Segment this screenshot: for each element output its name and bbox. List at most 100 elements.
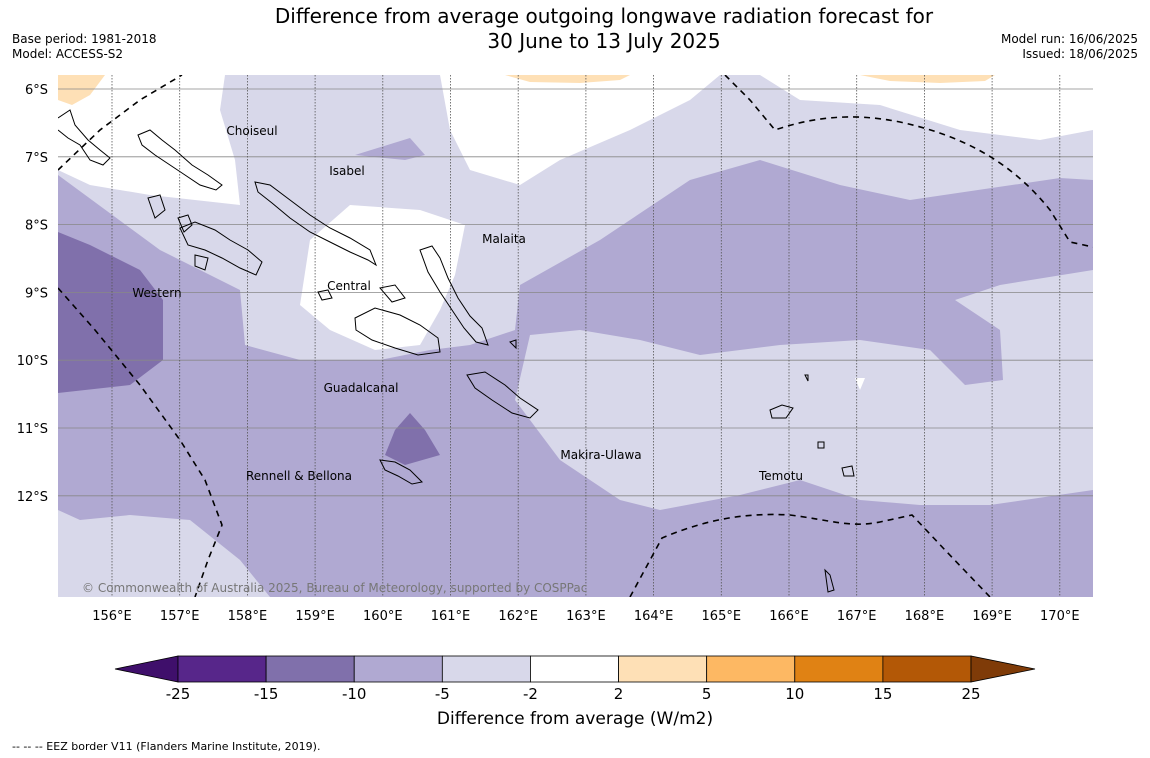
lat-label-6-s: 6°S	[25, 83, 48, 98]
lon-label-159-e: 159°E	[295, 609, 335, 624]
colorbar-tick-label: -5	[435, 685, 450, 703]
anomaly-field	[58, 75, 1093, 597]
anomaly-band-near-zero-5	[855, 378, 865, 390]
colorbar-tick-label: -2	[523, 685, 538, 703]
eez-border	[58, 75, 1093, 597]
anomaly-band-minus5-minus2-east	[515, 270, 1093, 510]
region-label-malaita: Malaita	[482, 232, 526, 246]
colorbar-segment	[265, 655, 355, 683]
anomaly-band-plus2-plus5-northeast	[860, 75, 995, 83]
anomaly-band-minus5-minus2-southwest	[58, 510, 270, 597]
lon-label-166-e: 166°E	[769, 609, 809, 624]
colorbar-title: Difference from average (W/m2)	[436, 709, 714, 729]
lon-label-156-e: 156°E	[92, 609, 132, 624]
colorbar-extend-low	[114, 655, 179, 683]
anomaly-band-plus2-plus5-north	[505, 75, 630, 83]
lon-label-167-e: 167°E	[837, 609, 877, 624]
coast-temotu-small-2	[817, 441, 825, 449]
longitude-labels: 156°E 157°E 158°E 159°E 160°E 161°E 162°E 163°E…	[92, 609, 1079, 624]
colorbar-segment	[794, 655, 884, 683]
colorbar-segment	[353, 655, 443, 683]
region-label-central: Central	[327, 279, 371, 293]
eez-footnote: -- -- -- EEZ border V11 (Flanders Marine…	[12, 740, 321, 753]
colorbar-segment	[706, 655, 796, 683]
lon-label-158-e: 158°E	[228, 609, 268, 624]
lon-label-165-e: 165°E	[702, 609, 742, 624]
issued-date: Issued: 18/06/2025	[1022, 47, 1138, 61]
coast-guadalcanal	[354, 307, 441, 356]
region-label-makira-ulawa: Makira-Ulawa	[560, 448, 641, 462]
coast-vella-lavella	[147, 194, 166, 219]
lon-label-163-e: 163°E	[566, 609, 606, 624]
colorbar-tick-label: 10	[785, 685, 804, 703]
eez-border-southwest	[58, 287, 223, 597]
colorbar: -25 -15 -10 -5 -2 2 5 10 15 25	[114, 655, 1036, 703]
copyright-notice: © Commonwealth of Australia 2025, Bureau…	[82, 581, 587, 595]
model-run: Model run: 16/06/2025	[1000, 32, 1138, 46]
graticule	[58, 75, 1093, 597]
coast-new-georgia	[179, 221, 263, 276]
colorbar-segment	[441, 655, 531, 683]
model-info: Base period: 1981-2018 Model: ACCESS-S2	[12, 32, 157, 62]
coast-bougainville	[58, 109, 111, 166]
colorbar-tick-label: 5	[702, 685, 712, 703]
colorbar-tick-label: -25	[166, 685, 191, 703]
lon-label-170-e: 170°E	[1040, 609, 1080, 624]
colorbar-tick-label: 25	[961, 685, 980, 703]
anomaly-band-near-zero-1	[58, 75, 240, 205]
region-label-western: Western	[132, 286, 181, 300]
colorbar-tick-label: -15	[254, 685, 279, 703]
coast-central-islands	[317, 284, 406, 303]
lon-label-164-e: 164°E	[634, 609, 674, 624]
lon-label-168-e: 168°E	[905, 609, 945, 624]
colorbar-tick-label: 15	[873, 685, 892, 703]
colorbar-segment	[882, 655, 972, 683]
lat-label-10-s: 10°S	[17, 354, 48, 369]
coast-makira	[466, 371, 539, 419]
latitude-labels: 6°S 7°S 8°S 9°S 10°S 11°S 12°S	[17, 83, 48, 505]
anomaly-band-near-zero-4	[760, 75, 1093, 140]
map-title: Difference from average outgoing longwav…	[200, 4, 1008, 54]
anomaly-band-minus15-minus10-south	[385, 413, 440, 465]
region-label-isabel: Isabel	[329, 164, 364, 178]
coast-santa-cruz	[769, 404, 794, 419]
colorbar-extend-high	[970, 655, 1036, 683]
lat-label-11-s: 11°S	[17, 422, 48, 437]
region-label-choiseul: Choiseul	[226, 124, 277, 138]
coast-choiseul	[137, 129, 223, 191]
base-period: Base period: 1981-2018	[12, 32, 157, 46]
anomaly-band-minus10-minus5-isabel	[355, 138, 425, 160]
colorbar-segment	[177, 655, 267, 683]
eez-border-northeast	[724, 75, 1093, 248]
lat-label-9-s: 9°S	[25, 286, 48, 301]
model-name: Model: ACCESS-S2	[12, 47, 124, 61]
anomaly-band-minus15-minus10-west	[58, 232, 163, 393]
coastlines	[58, 109, 855, 593]
colorbar-tick-label: 2	[614, 685, 624, 703]
lat-label-12-s: 12°S	[17, 490, 48, 505]
lon-label-160-e: 160°E	[363, 609, 403, 624]
region-label-temotu: Temotu	[758, 469, 803, 483]
coast-anuta	[824, 568, 835, 593]
lon-label-161-e: 161°E	[431, 609, 471, 624]
colorbar-segment	[618, 655, 708, 683]
lat-label-7-s: 7°S	[25, 151, 48, 166]
region-label-guadalcanal: Guadalcanal	[324, 381, 399, 395]
coast-rennell	[379, 459, 424, 485]
anomaly-band-plus2-plus5-west	[58, 75, 105, 105]
coast-rendova	[194, 254, 209, 271]
coast-temotu-small-3	[804, 374, 809, 382]
lon-label-162-e: 162°E	[498, 609, 538, 624]
coast-temotu-small-1	[841, 465, 855, 477]
run-info: Model run: 16/06/2025 Issued: 18/06/2025	[1001, 32, 1138, 62]
lat-label-8-s: 8°S	[25, 219, 48, 234]
coast-ulawa	[509, 339, 517, 350]
title-line-1: Difference from average outgoing longwav…	[274, 4, 934, 28]
lon-label-157-e: 157°E	[160, 609, 200, 624]
anomaly-band-near-zero-3	[440, 75, 720, 185]
region-label-rennell-bellona: Rennell & Bellona	[246, 469, 352, 483]
title-line-2: 30 June to 13 July 2025	[487, 29, 721, 53]
coast-malaita	[419, 245, 489, 346]
colorbar-tick-label: -10	[342, 685, 367, 703]
